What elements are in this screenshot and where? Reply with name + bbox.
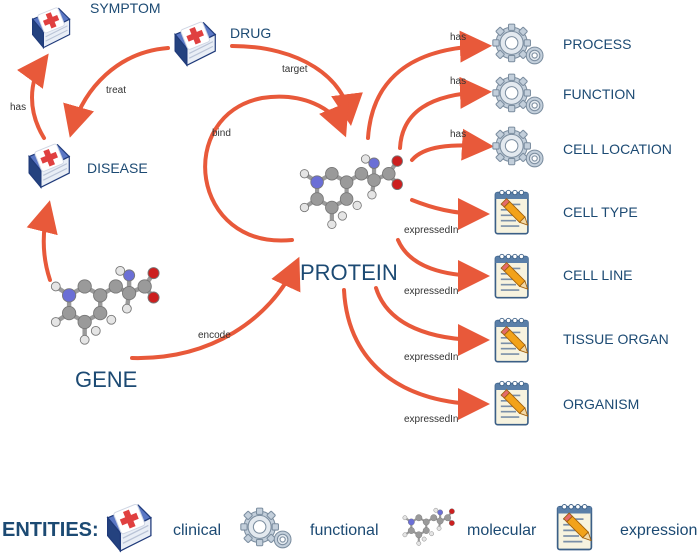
edge-protein-process <box>366 30 492 140</box>
node-label-tissue-organ: TISSUE ORGAN <box>563 331 669 347</box>
edge-protein-bind <box>203 94 349 243</box>
node-label-function: FUNCTION <box>563 86 635 102</box>
node-organism: ORGANISM <box>494 380 639 426</box>
edge-protein-tissue-organ <box>374 286 490 356</box>
edge-label-protein-tissue-organ: expressedIn <box>404 352 458 363</box>
edge-label-protein-organism: expressedIn <box>404 414 458 425</box>
node-drug: DRUG <box>174 20 271 66</box>
node-cell-location: CELL LOCATION <box>492 126 672 168</box>
edge-label-protein-cell-line: expressedIn <box>404 286 458 297</box>
edge-gene-protein <box>130 256 301 361</box>
edge-protein-function <box>398 76 492 150</box>
notepad-icon <box>556 503 595 551</box>
gears-icon <box>492 73 544 115</box>
molecule-icon <box>51 266 159 344</box>
node-label-cell-type: CELL TYPE <box>563 204 638 220</box>
legend-item-clinical: clinical <box>173 522 221 539</box>
clinical-book-icon <box>28 142 70 188</box>
node-label-drug: DRUG <box>230 25 271 41</box>
node-process: PROCESS <box>492 23 631 65</box>
notepad-icon <box>494 317 532 363</box>
edge-labels: has treat target bind encode has has has… <box>10 32 466 425</box>
edge-protein-organism <box>342 288 490 420</box>
node-cell-type: CELL TYPE <box>494 189 638 235</box>
legend-title: ENTITIES: <box>2 519 99 541</box>
gears-icon <box>492 23 544 65</box>
edge-drug-disease <box>63 46 170 138</box>
edge-label-protein-cell-type: expressedIn <box>404 225 458 236</box>
legend-item-molecular: molecular <box>467 522 537 539</box>
node-disease: DISEASE <box>28 142 148 188</box>
legend-item-functional: functional <box>310 522 379 539</box>
edge-label-protein-function: has <box>450 76 466 87</box>
edge-gene-disease <box>26 200 58 282</box>
node-label-cell-line: CELL LINE <box>563 267 633 283</box>
gears-icon <box>492 126 544 168</box>
edges <box>16 30 494 420</box>
node-label-gene: GENE <box>75 367 137 392</box>
gears-icon <box>240 507 292 549</box>
molecule-icon <box>401 506 456 547</box>
edge-drug-protein <box>230 44 363 126</box>
node-label-symptom: SYMPTOM <box>90 0 161 16</box>
legend-item-expression: expression <box>620 522 697 539</box>
node-protein: PROTEIN <box>300 155 403 285</box>
molecule-icon <box>300 155 402 229</box>
edge-protein-cell-location <box>410 128 494 162</box>
node-tissue-organ: TISSUE ORGAN <box>494 317 669 363</box>
node-label-process: PROCESS <box>563 36 631 52</box>
node-function: FUNCTION <box>492 73 635 115</box>
edge-label-disease-symptom: has <box>10 102 26 113</box>
clinical-book-icon <box>106 503 152 552</box>
edge-label-protein-cell-location: has <box>450 129 466 140</box>
node-cell-line: CELL LINE <box>494 253 633 299</box>
clinical-book-icon <box>174 20 216 66</box>
edge-label-drug-protein: target <box>282 64 308 75</box>
clinical-book-icon <box>32 6 71 49</box>
node-label-cell-location: CELL LOCATION <box>563 141 672 157</box>
edge-disease-symptom <box>16 53 49 140</box>
node-label-disease: DISEASE <box>87 160 148 176</box>
edge-label-drug-disease: treat <box>106 85 126 96</box>
node-symptom: SYMPTOM <box>32 0 161 49</box>
edge-label-protein-process: has <box>450 32 466 43</box>
edge-protein-cell-line <box>396 238 490 292</box>
edge-protein-cell-type <box>410 197 490 230</box>
node-gene: GENE <box>51 266 159 392</box>
node-label-protein: PROTEIN <box>300 260 398 285</box>
edge-label-gene-protein: encode <box>198 330 231 341</box>
notepad-icon <box>494 189 532 235</box>
legend: ENTITIES: clinical functional molecular … <box>2 503 697 552</box>
notepad-icon <box>494 253 532 299</box>
edge-label-protein-bind: bind <box>212 128 231 139</box>
node-label-organism: ORGANISM <box>563 396 639 412</box>
notepad-icon <box>494 380 532 426</box>
